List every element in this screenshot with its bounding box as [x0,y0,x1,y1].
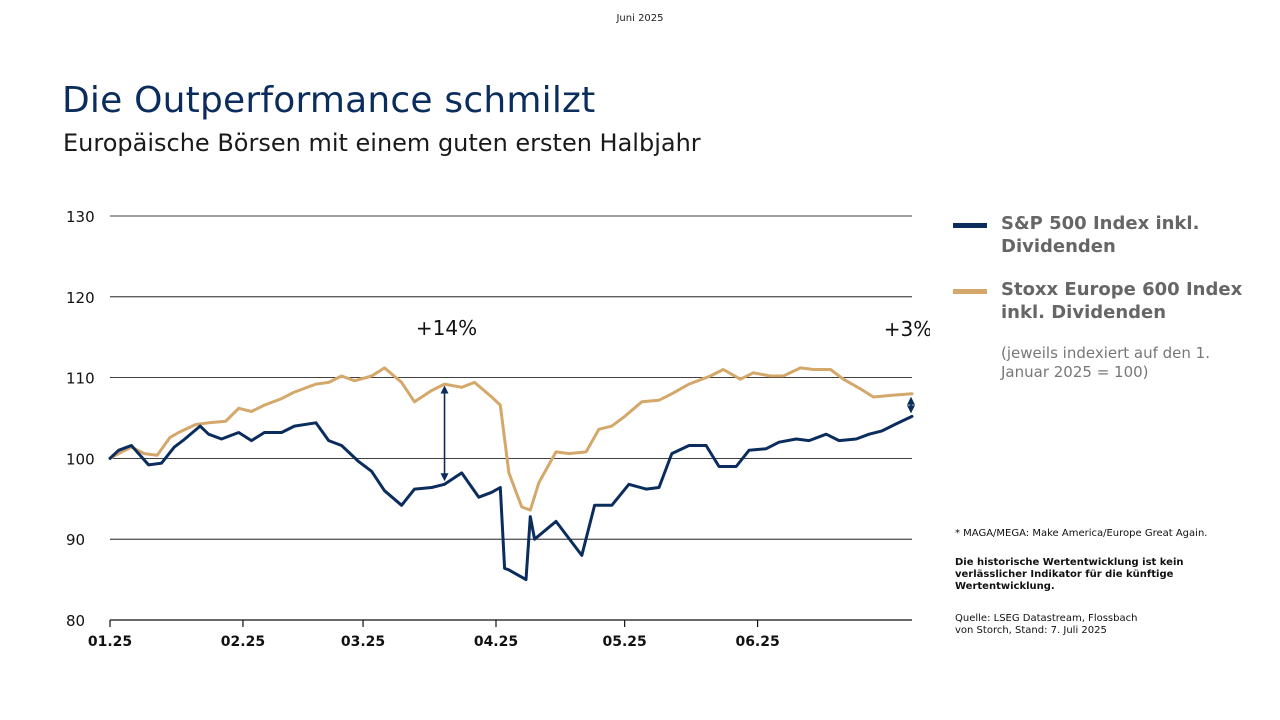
source-note: Quelle: LSEG Datastream, Flossbach von S… [955,613,1138,636]
y-tick-label: 80 [66,612,85,630]
x-tick-label: 05.25 [603,634,647,650]
legend-swatch-sp500 [953,223,987,228]
page-title: Die Outperformance schmilzt [62,80,596,121]
annotation-3pct-head-up [907,396,915,405]
footnote: * MAGA/MEGA: Make America/Europe Great A… [955,528,1208,539]
legend-item-stoxx600: Stoxx Europe 600 Index inkl. Dividenden [953,278,1253,324]
page-subtitle: Europäische Börsen mit einem guten erste… [63,129,701,157]
annotation-14pct-head-up [440,385,449,394]
series-line-stoxx600 [108,366,914,512]
annotation-14pct-head-down [440,473,449,482]
x-tick-label: 06.25 [735,634,779,650]
legend-item-sp500: S&P 500 Index inkl. Dividenden [953,212,1253,258]
x-tick-label: 04.25 [474,634,518,650]
chart-legend: S&P 500 Index inkl. Dividenden Stoxx Eur… [953,212,1253,382]
x-tick-label: 03.25 [341,634,385,650]
x-tick-label: 02.25 [221,634,265,650]
annotation-3pct-head-down [907,405,915,414]
y-tick-label: 100 [66,450,95,468]
annotation-14pct-label: +14% [416,316,477,340]
y-tick-label: 120 [66,289,95,307]
disclaimer: Die historische Wertentwicklung ist kein… [955,557,1184,592]
y-tick-label: 130 [66,208,95,226]
legend-label-sp500: S&P 500 Index inkl. Dividenden [1001,213,1200,257]
legend-note: (jeweils indexiert auf den 1. Januar 202… [1001,344,1210,381]
line-chart: 80 90 100 110 120 130 01.25 02.25 03.25 04.25 05.2… [66,208,930,650]
annotation-3pct-label: +3% [884,317,930,341]
legend-swatch-stoxx600 [953,289,987,294]
y-tick-label: 110 [66,370,95,388]
report-date: Juni 2025 [616,13,664,24]
series-line-sp500 [108,414,914,582]
legend-label-stoxx600: Stoxx Europe 600 Index inkl. Dividenden [1001,279,1243,323]
x-tick-label: 01.25 [88,634,132,650]
y-tick-label: 90 [66,531,85,549]
